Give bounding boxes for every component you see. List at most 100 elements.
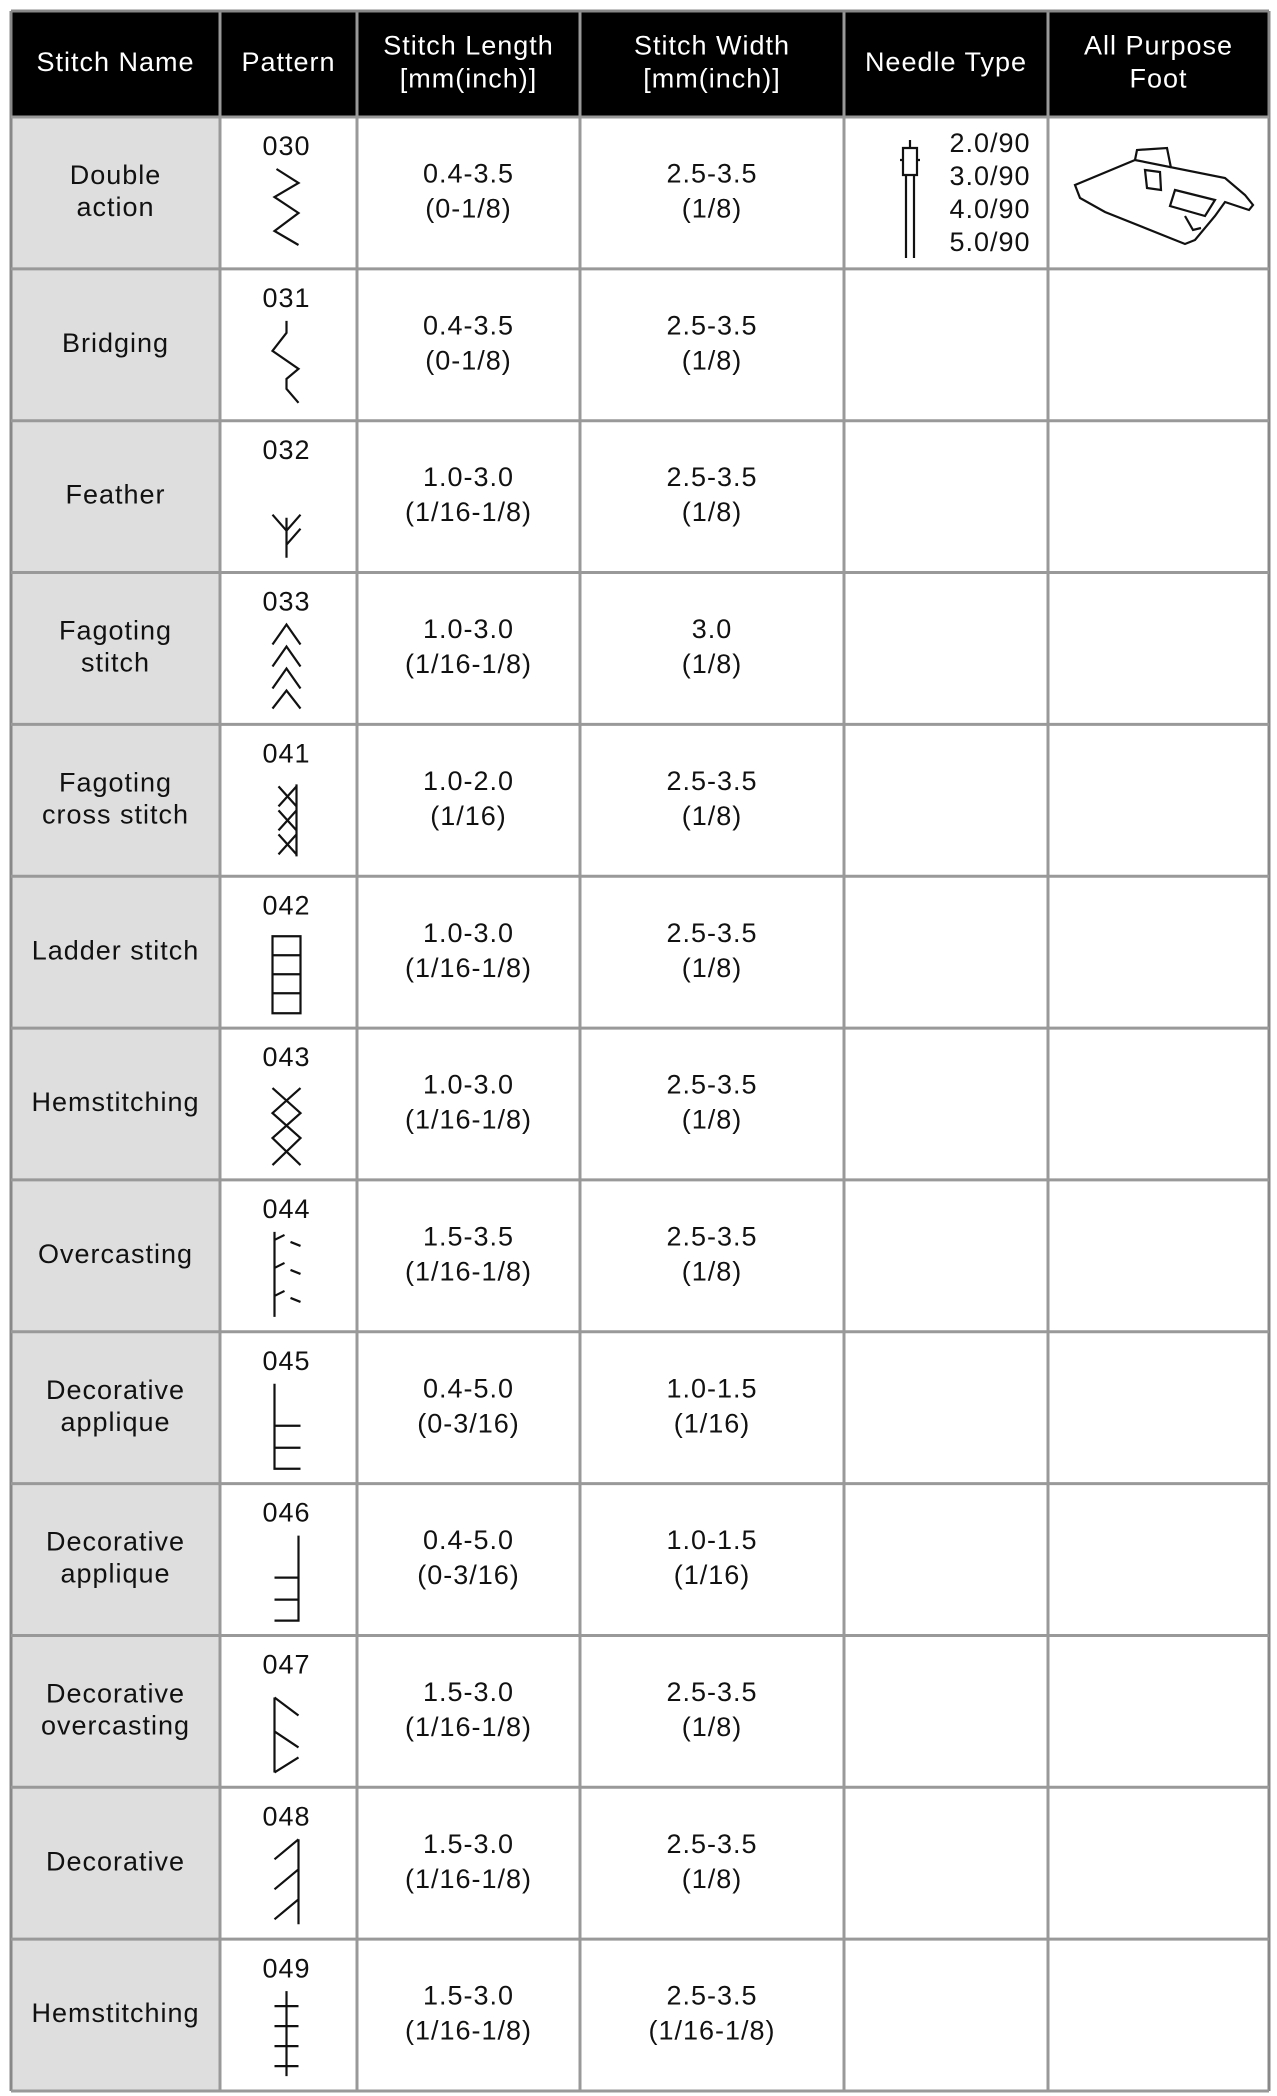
stitch-length: 1.5-3.0 [423, 1829, 514, 1859]
stitch-name: overcasting [41, 1711, 190, 1741]
stitch-name: Decorative [46, 1375, 185, 1405]
stitch-name: Hemstitching [31, 1087, 199, 1117]
stitch-width: (1/8) [682, 1864, 743, 1894]
stitch-length: (0-3/16) [417, 1408, 520, 1438]
stitch-width: (1/8) [682, 1712, 743, 1742]
stitch-width: (1/8) [682, 1256, 743, 1286]
stitch-width: 1.0-1.5 [666, 1373, 757, 1403]
stitch-name: applique [60, 1559, 170, 1589]
table-row: Overcasting 044 1.5-3.5 (1/16-1/8) 2.5-3.5 (1… [38, 1194, 757, 1317]
pattern-number: 046 [262, 1498, 310, 1528]
stitch-pattern-icon [270, 320, 301, 404]
pattern-number: 048 [262, 1801, 310, 1831]
stitch-name: Double [70, 160, 162, 190]
pattern-number: 043 [262, 1042, 310, 1072]
stitch-name: Decorative [46, 1846, 185, 1876]
stitch-width: 1.0-1.5 [666, 1525, 757, 1555]
table-row: Decorative 048 1.5-3.0 (1/16-1/8) 2.5-3.5 (1/… [46, 1801, 757, 1925]
stitch-name: Decorative [46, 1679, 185, 1709]
stitch-pattern-icon [273, 1838, 300, 1925]
needle-size: 4.0/90 [949, 194, 1030, 224]
stitch-name: Hemstitching [31, 1998, 199, 2028]
stitch-length: (0-1/8) [425, 345, 512, 375]
pattern-number: 047 [262, 1650, 310, 1680]
stitch-width: (1/8) [682, 497, 743, 527]
stitch-width: 2.5-3.5 [666, 159, 757, 189]
stitch-length: 0.4-3.5 [423, 310, 514, 340]
stitch-width: 2.5-3.5 [666, 310, 757, 340]
pattern-number: 042 [262, 890, 310, 920]
header-background [11, 11, 1269, 117]
stitch-length: 1.0-3.0 [423, 918, 514, 948]
stitch-width: 2.5-3.5 [666, 1981, 757, 2011]
pattern-number: 049 [262, 1953, 310, 1983]
stitch-width: (1/8) [682, 194, 743, 224]
stitch-length: (1/16-1/8) [405, 497, 532, 527]
name-column-background [11, 117, 220, 2091]
stitch-length: (1/16-1/8) [405, 1712, 532, 1742]
stitch-length: (1/16) [430, 801, 507, 831]
stitch-length: 0.4-5.0 [423, 1525, 514, 1555]
stitch-length: (0-3/16) [417, 1560, 520, 1590]
stitch-length: 0.4-3.5 [423, 159, 514, 189]
stitch-length: (1/16-1/8) [405, 1864, 532, 1894]
stitch-width: (1/8) [682, 1105, 743, 1135]
pattern-number: 031 [262, 283, 310, 313]
needle-size: 3.0/90 [949, 161, 1030, 191]
stitch-width: 2.5-3.5 [666, 1677, 757, 1707]
presser-foot-icon [1073, 146, 1255, 246]
pattern-number: 030 [262, 131, 310, 161]
stitch-length: (0-1/8) [425, 194, 512, 224]
stitch-pattern-icon [271, 622, 302, 710]
stitch-name: Overcasting [38, 1239, 193, 1269]
needle-size: 5.0/90 [949, 227, 1030, 257]
pattern-number: 032 [262, 435, 310, 465]
stitch-name: Decorative [46, 1527, 185, 1557]
stitch-width: 2.5-3.5 [666, 766, 757, 796]
stitch-width: (1/16-1/8) [648, 2016, 775, 2046]
table-row: Bridging 031 0.4-3.5 (0-1/8) 2.5-3.5 (1/8) [62, 283, 757, 404]
pattern-number: 044 [262, 1194, 310, 1224]
stitch-pattern-icon [277, 784, 298, 857]
stitch-pattern-icon [272, 168, 301, 246]
stitch-pattern-icon [273, 1231, 301, 1317]
stitch-length: (1/16-1/8) [405, 953, 532, 983]
stitch-width: (1/8) [682, 649, 743, 679]
pattern-number: 041 [262, 739, 310, 769]
stitch-length: 0.4-5.0 [423, 1373, 514, 1403]
stitch-pattern-icon [270, 1087, 303, 1166]
table-row: Hemstitching 043 1.0-3.0 (1/16-1/8) 2.5-3.5 (… [31, 1042, 757, 1166]
header-cell: [mm(inch)] [643, 64, 781, 94]
needle-size: 2.0/90 [949, 128, 1030, 158]
stitch-width: 2.5-3.5 [666, 918, 757, 948]
pattern-number: 033 [262, 587, 310, 617]
header-cell: Needle Type [865, 47, 1027, 77]
stitch-name: stitch [81, 648, 150, 678]
stitch-pattern-icon [273, 1696, 300, 1774]
header-cell: All Purpose [1084, 31, 1233, 61]
header-cell: Stitch Width [634, 31, 790, 61]
stitch-pattern-icon [273, 1383, 301, 1470]
stitch-width: (1/8) [682, 953, 743, 983]
stitch-width: 2.5-3.5 [666, 1070, 757, 1100]
header-cell: [mm(inch)] [400, 64, 538, 94]
stitch-name: Fagoting [59, 767, 172, 797]
stitch-width: 2.5-3.5 [666, 462, 757, 492]
stitch-pattern-icon [271, 513, 302, 558]
stitch-length: 1.0-3.0 [423, 614, 514, 644]
stitch-width: (1/16) [674, 1560, 751, 1590]
stitch-length: (1/16-1/8) [405, 1256, 532, 1286]
stitch-name: cross stitch [42, 799, 189, 829]
pattern-number: 045 [262, 1346, 310, 1376]
header-cell: Foot [1129, 64, 1187, 94]
header-cell: Pattern [241, 47, 335, 77]
stitch-name: action [76, 192, 154, 222]
table-row: Hemstitching 049 1.5-3.0 (1/16-1/8) 2.5-3.5 (… [31, 1953, 775, 2077]
